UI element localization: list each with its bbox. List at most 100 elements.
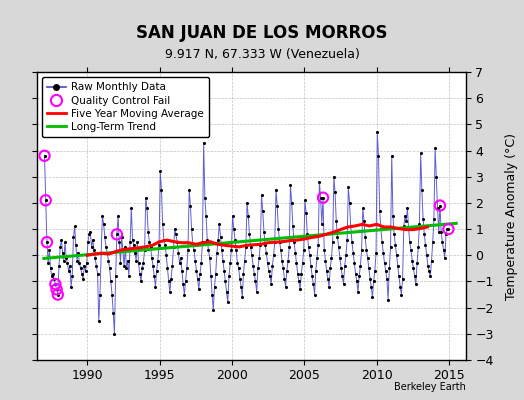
Point <box>255 255 263 261</box>
Point <box>231 236 239 243</box>
Point <box>180 291 189 298</box>
Point <box>357 247 366 253</box>
Point <box>396 284 405 290</box>
Point <box>402 218 410 224</box>
Point <box>190 247 198 253</box>
Point <box>274 226 282 232</box>
Point <box>345 200 354 206</box>
Point <box>321 257 330 264</box>
Point <box>192 268 201 274</box>
Point <box>97 250 105 256</box>
Point <box>44 260 52 266</box>
Point <box>355 273 363 280</box>
Point <box>237 284 245 290</box>
Point <box>302 210 310 216</box>
Point <box>314 242 322 248</box>
Point <box>89 236 97 243</box>
Point <box>279 265 288 272</box>
Point <box>167 276 176 282</box>
Point <box>312 268 320 274</box>
Point <box>269 252 278 258</box>
Point <box>128 236 137 243</box>
Point <box>120 262 128 269</box>
Point <box>243 200 251 206</box>
Point <box>46 265 54 272</box>
Point <box>40 152 49 159</box>
Point <box>182 265 191 272</box>
Point <box>350 260 358 266</box>
Point <box>220 268 228 274</box>
Point <box>298 260 307 266</box>
Point <box>417 150 425 156</box>
Point <box>241 257 249 264</box>
Point <box>68 273 77 280</box>
Point <box>204 247 213 253</box>
Point <box>112 273 120 280</box>
Point <box>296 286 304 292</box>
Point <box>230 226 238 232</box>
Point <box>181 278 190 285</box>
Point <box>137 278 145 285</box>
Point <box>353 278 361 285</box>
Point <box>264 260 272 266</box>
Point <box>432 174 441 180</box>
Point <box>205 255 214 261</box>
Point <box>272 187 280 193</box>
Text: SAN JUAN DE LOS MORROS: SAN JUAN DE LOS MORROS <box>136 24 388 42</box>
Point <box>98 213 106 219</box>
Point <box>184 247 192 253</box>
Point <box>244 213 253 219</box>
Point <box>215 221 224 227</box>
Point <box>93 270 102 277</box>
Point <box>102 244 110 251</box>
Point <box>342 252 350 258</box>
Point <box>430 216 438 222</box>
Point <box>148 255 156 261</box>
Point <box>155 242 163 248</box>
Point <box>203 236 212 243</box>
Point <box>206 273 215 280</box>
Point <box>144 228 152 235</box>
Point <box>168 262 177 269</box>
Point <box>290 239 298 245</box>
Point <box>352 270 360 277</box>
Point <box>236 276 244 282</box>
Point <box>343 236 351 243</box>
Point <box>325 284 333 290</box>
Point <box>334 244 343 251</box>
Point <box>91 255 100 261</box>
Point <box>88 244 96 251</box>
Point <box>308 273 316 280</box>
Point <box>145 239 154 245</box>
Point <box>407 247 415 253</box>
Point <box>277 247 285 253</box>
Point <box>210 284 219 290</box>
Point <box>191 257 200 264</box>
Point <box>337 265 345 272</box>
Point <box>48 273 56 280</box>
Point <box>41 197 50 204</box>
Point <box>354 289 362 295</box>
Point <box>281 284 290 290</box>
Point <box>266 273 274 280</box>
Point <box>389 213 397 219</box>
Point <box>156 168 165 175</box>
Point <box>84 239 92 245</box>
Point <box>291 250 300 256</box>
Point <box>212 270 220 277</box>
Point <box>108 291 116 298</box>
Point <box>340 281 348 287</box>
Point <box>100 221 108 227</box>
Point <box>146 244 155 251</box>
Point <box>109 310 117 316</box>
Point <box>140 247 149 253</box>
Point <box>289 223 297 230</box>
Point <box>385 265 394 272</box>
Point <box>72 242 80 248</box>
Point <box>253 289 261 295</box>
Point <box>331 189 339 196</box>
Point <box>92 262 101 269</box>
Point <box>57 236 66 243</box>
Point <box>362 247 370 253</box>
Point <box>228 213 237 219</box>
